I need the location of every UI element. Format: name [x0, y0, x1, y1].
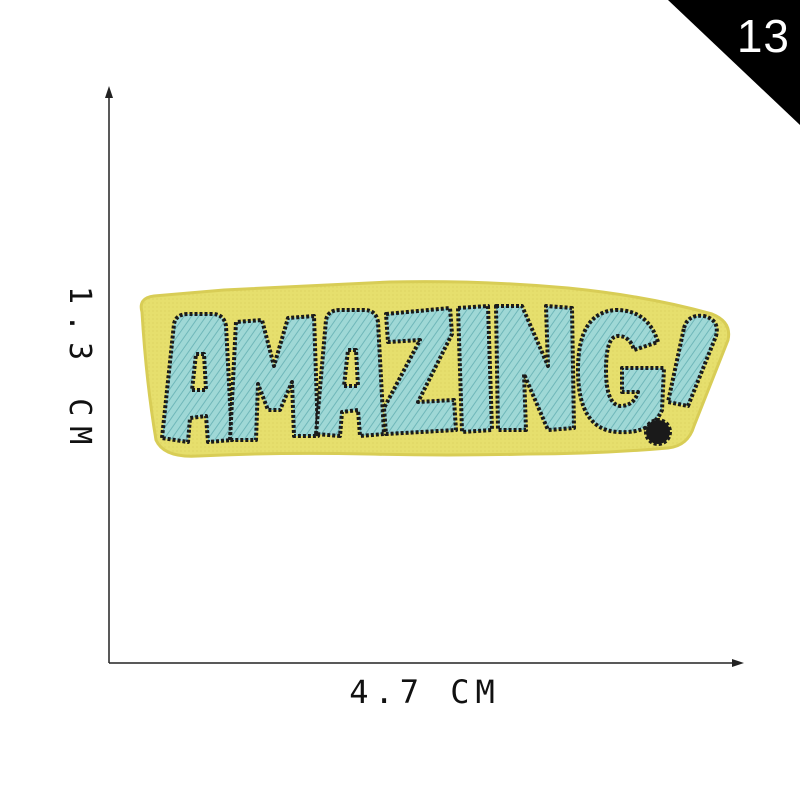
letter-n: [494, 304, 576, 432]
badge-number: 13: [736, 10, 790, 62]
patch-graphic: [139, 280, 731, 458]
letter-exclamation-dot: [644, 418, 672, 446]
letter-i: [456, 304, 494, 434]
corner-number-badge: 13: [668, 0, 800, 125]
height-dimension-label: 1.3 CM: [62, 286, 97, 455]
width-dimension-label: 4.7 CM: [349, 673, 501, 711]
letter-g: [576, 308, 666, 435]
badge-triangle: [668, 0, 800, 125]
letter-z: [382, 306, 458, 436]
letter-a-1: [160, 312, 234, 444]
amazing-patch: [128, 270, 738, 480]
vertical-axis-arrow: [105, 86, 113, 98]
letter-a-2: [314, 308, 386, 438]
letter-exclamation-bar: [666, 313, 719, 408]
horizontal-axis-arrow: [732, 659, 744, 667]
letter-m: [228, 314, 320, 442]
